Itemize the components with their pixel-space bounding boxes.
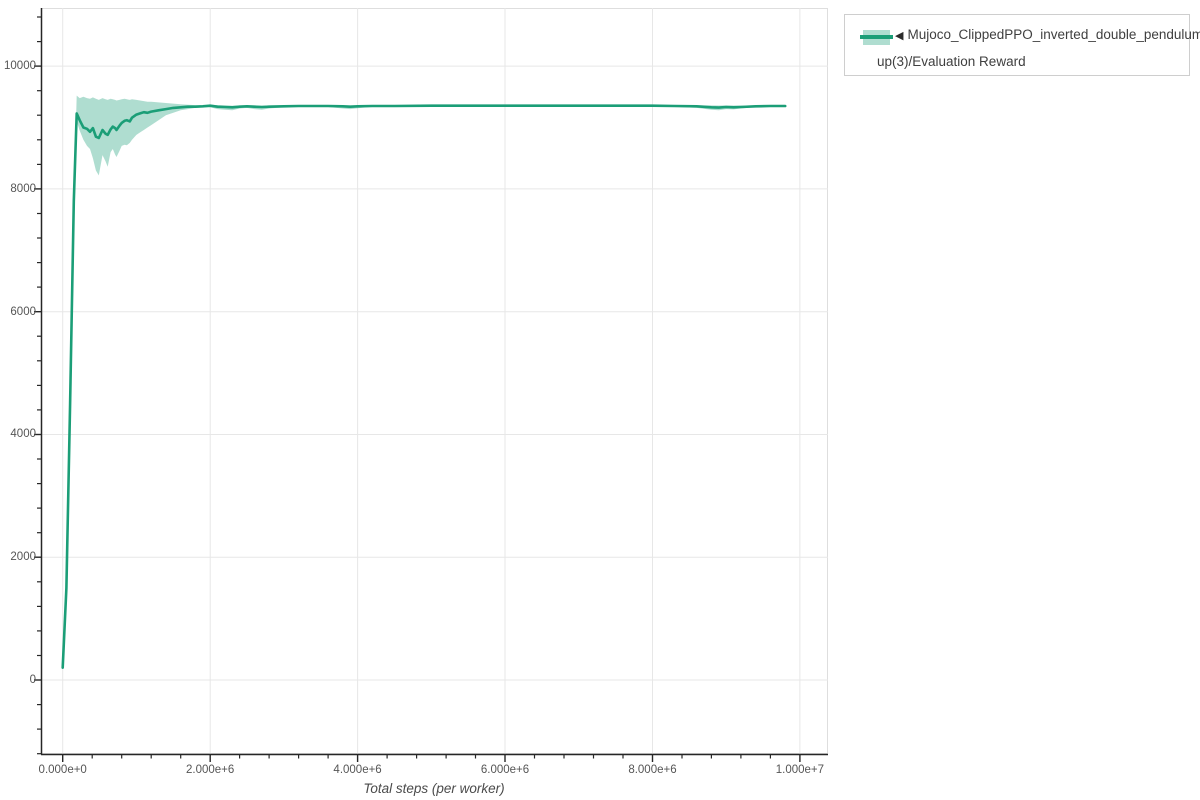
reward-line bbox=[61, 104, 787, 669]
x-tick-label: 2.000e+6 bbox=[185, 764, 235, 776]
x-tick-label: 0.000e+0 bbox=[38, 764, 87, 776]
y-tick-label: 4000 bbox=[10, 428, 36, 441]
x-tick-label: 1.000e+7 bbox=[775, 764, 825, 776]
x-tick-label: 8.000e+6 bbox=[628, 764, 677, 776]
reward-band bbox=[62, 95, 786, 668]
y-tick-label: 6000 bbox=[10, 305, 36, 318]
x-tick-label: 6.000e+6 bbox=[480, 764, 530, 776]
legend-line-icon bbox=[860, 35, 893, 39]
legend-marker-icon: ◀ bbox=[895, 30, 904, 42]
legend[interactable]: ◀ Mujoco_ClippedPPO_inverted_double_pendu… bbox=[844, 14, 1200, 76]
y-tick-label: 10000 bbox=[4, 60, 36, 73]
legend-label-line-1: ◀ Mujoco_ClippedPPO_inverted_double_pendu… bbox=[895, 22, 1200, 49]
plot-outline bbox=[41, 8, 828, 754]
legend-swatch-icon bbox=[860, 30, 893, 45]
legend-label-line-2: up(3)/Evaluation Reward bbox=[877, 54, 1026, 69]
y-tick-label: 0 bbox=[29, 674, 36, 687]
y-tick-label: 8000 bbox=[10, 182, 36, 195]
legend-label[interactable]: ◀ Mujoco_ClippedPPO_inverted_double_pendu… bbox=[877, 22, 1200, 75]
y-tick-label: 2000 bbox=[10, 551, 36, 564]
legend-label-text-1: Mujoco_ClippedPPO_inverted_double_pendul… bbox=[907, 27, 1200, 42]
x-axis-title: Total steps (per worker) bbox=[363, 781, 505, 796]
x-tick-label: 4.000e+6 bbox=[333, 764, 382, 776]
